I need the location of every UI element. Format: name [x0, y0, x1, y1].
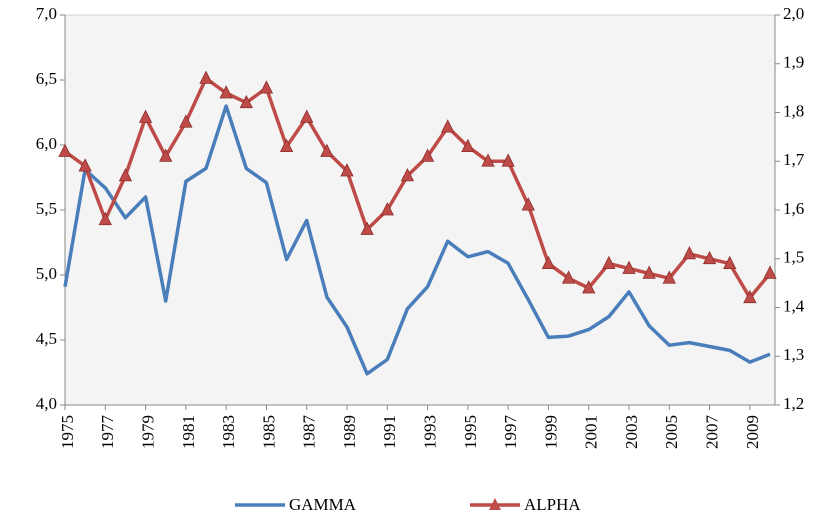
point-marker — [340, 163, 354, 177]
point-marker — [118, 167, 133, 182]
point-marker — [78, 158, 92, 172]
point-marker — [642, 265, 656, 279]
point-marker — [682, 245, 697, 260]
x-tick-label: 1987 — [300, 415, 319, 450]
point-marker — [98, 211, 112, 226]
point-marker — [763, 265, 777, 279]
y-tick-label: 7,0 — [36, 4, 57, 23]
point-marker — [320, 143, 334, 157]
point-marker — [461, 138, 475, 153]
point-marker — [138, 109, 153, 123]
x-tick-label: 1991 — [380, 415, 399, 449]
x-tick-label: 2007 — [702, 415, 721, 450]
x-tick-label: 2001 — [582, 415, 601, 449]
point-marker — [501, 153, 515, 167]
x-tick-label: 1985 — [259, 415, 278, 449]
point-marker — [481, 153, 495, 167]
point-marker — [582, 280, 596, 294]
point-marker — [279, 138, 294, 153]
x-tick-label: 1999 — [541, 415, 560, 449]
x-tick-label: 1981 — [179, 415, 198, 449]
point-marker — [58, 143, 72, 157]
y-tick-label: 6,5 — [36, 69, 57, 88]
x-tick-label: 2005 — [662, 415, 681, 449]
x-tick-label: 1989 — [340, 415, 359, 449]
series-line — [63, 104, 771, 376]
point-marker — [259, 80, 274, 94]
x-tick-label: 1975 — [58, 415, 77, 449]
y2-tick-label: 1,6 — [783, 199, 804, 218]
point-marker — [400, 167, 415, 182]
point-marker — [179, 114, 193, 128]
point-marker — [561, 270, 576, 284]
legend-marker — [489, 498, 501, 510]
point-marker — [723, 255, 737, 270]
y-tick-label: 4,5 — [36, 329, 57, 348]
y-tick-label: 5,5 — [36, 199, 57, 218]
x-tick-label: 1995 — [461, 415, 480, 449]
point-marker — [441, 119, 455, 133]
point-marker — [219, 85, 233, 99]
x-tick-label: 2003 — [622, 415, 641, 449]
y-tick-label: 4,0 — [36, 394, 57, 413]
point-marker — [300, 109, 314, 123]
point-marker — [420, 148, 435, 162]
point-marker — [239, 94, 253, 109]
y2-tick-label: 1,7 — [783, 150, 805, 169]
legend-label: GAMMA — [289, 495, 357, 514]
point-marker — [602, 255, 616, 270]
point-marker — [521, 197, 535, 211]
y2-tick-label: 1,2 — [783, 394, 804, 413]
plot-area — [64, 14, 776, 406]
point-marker — [380, 202, 394, 216]
x-tick-label: 1979 — [138, 415, 157, 449]
point-marker — [622, 260, 636, 274]
y2-tick-label: 1,3 — [783, 345, 804, 364]
point-marker — [159, 148, 173, 162]
point-marker — [743, 289, 757, 304]
point-marker — [702, 250, 717, 265]
y-tick-label: 5,0 — [36, 264, 57, 283]
y-tick-label: 6,0 — [36, 134, 57, 153]
x-tick-label: 1993 — [420, 415, 439, 449]
y2-tick-label: 1,8 — [783, 101, 804, 120]
point-marker — [662, 270, 676, 284]
x-tick-label: 1983 — [219, 415, 238, 449]
point-marker — [541, 255, 556, 270]
x-tick-label: 1977 — [98, 415, 117, 450]
y2-tick-label: 1,4 — [783, 296, 805, 315]
x-tick-label: 1997 — [501, 415, 520, 450]
x-tick-label: 2009 — [743, 415, 762, 449]
y2-tick-label: 1,9 — [783, 53, 804, 72]
point-marker — [199, 70, 213, 84]
y2-tick-label: 1,5 — [783, 248, 804, 267]
y2-tick-label: 2,0 — [783, 4, 804, 23]
legend-label: ALPHA — [524, 495, 581, 514]
point-marker — [360, 221, 374, 235]
